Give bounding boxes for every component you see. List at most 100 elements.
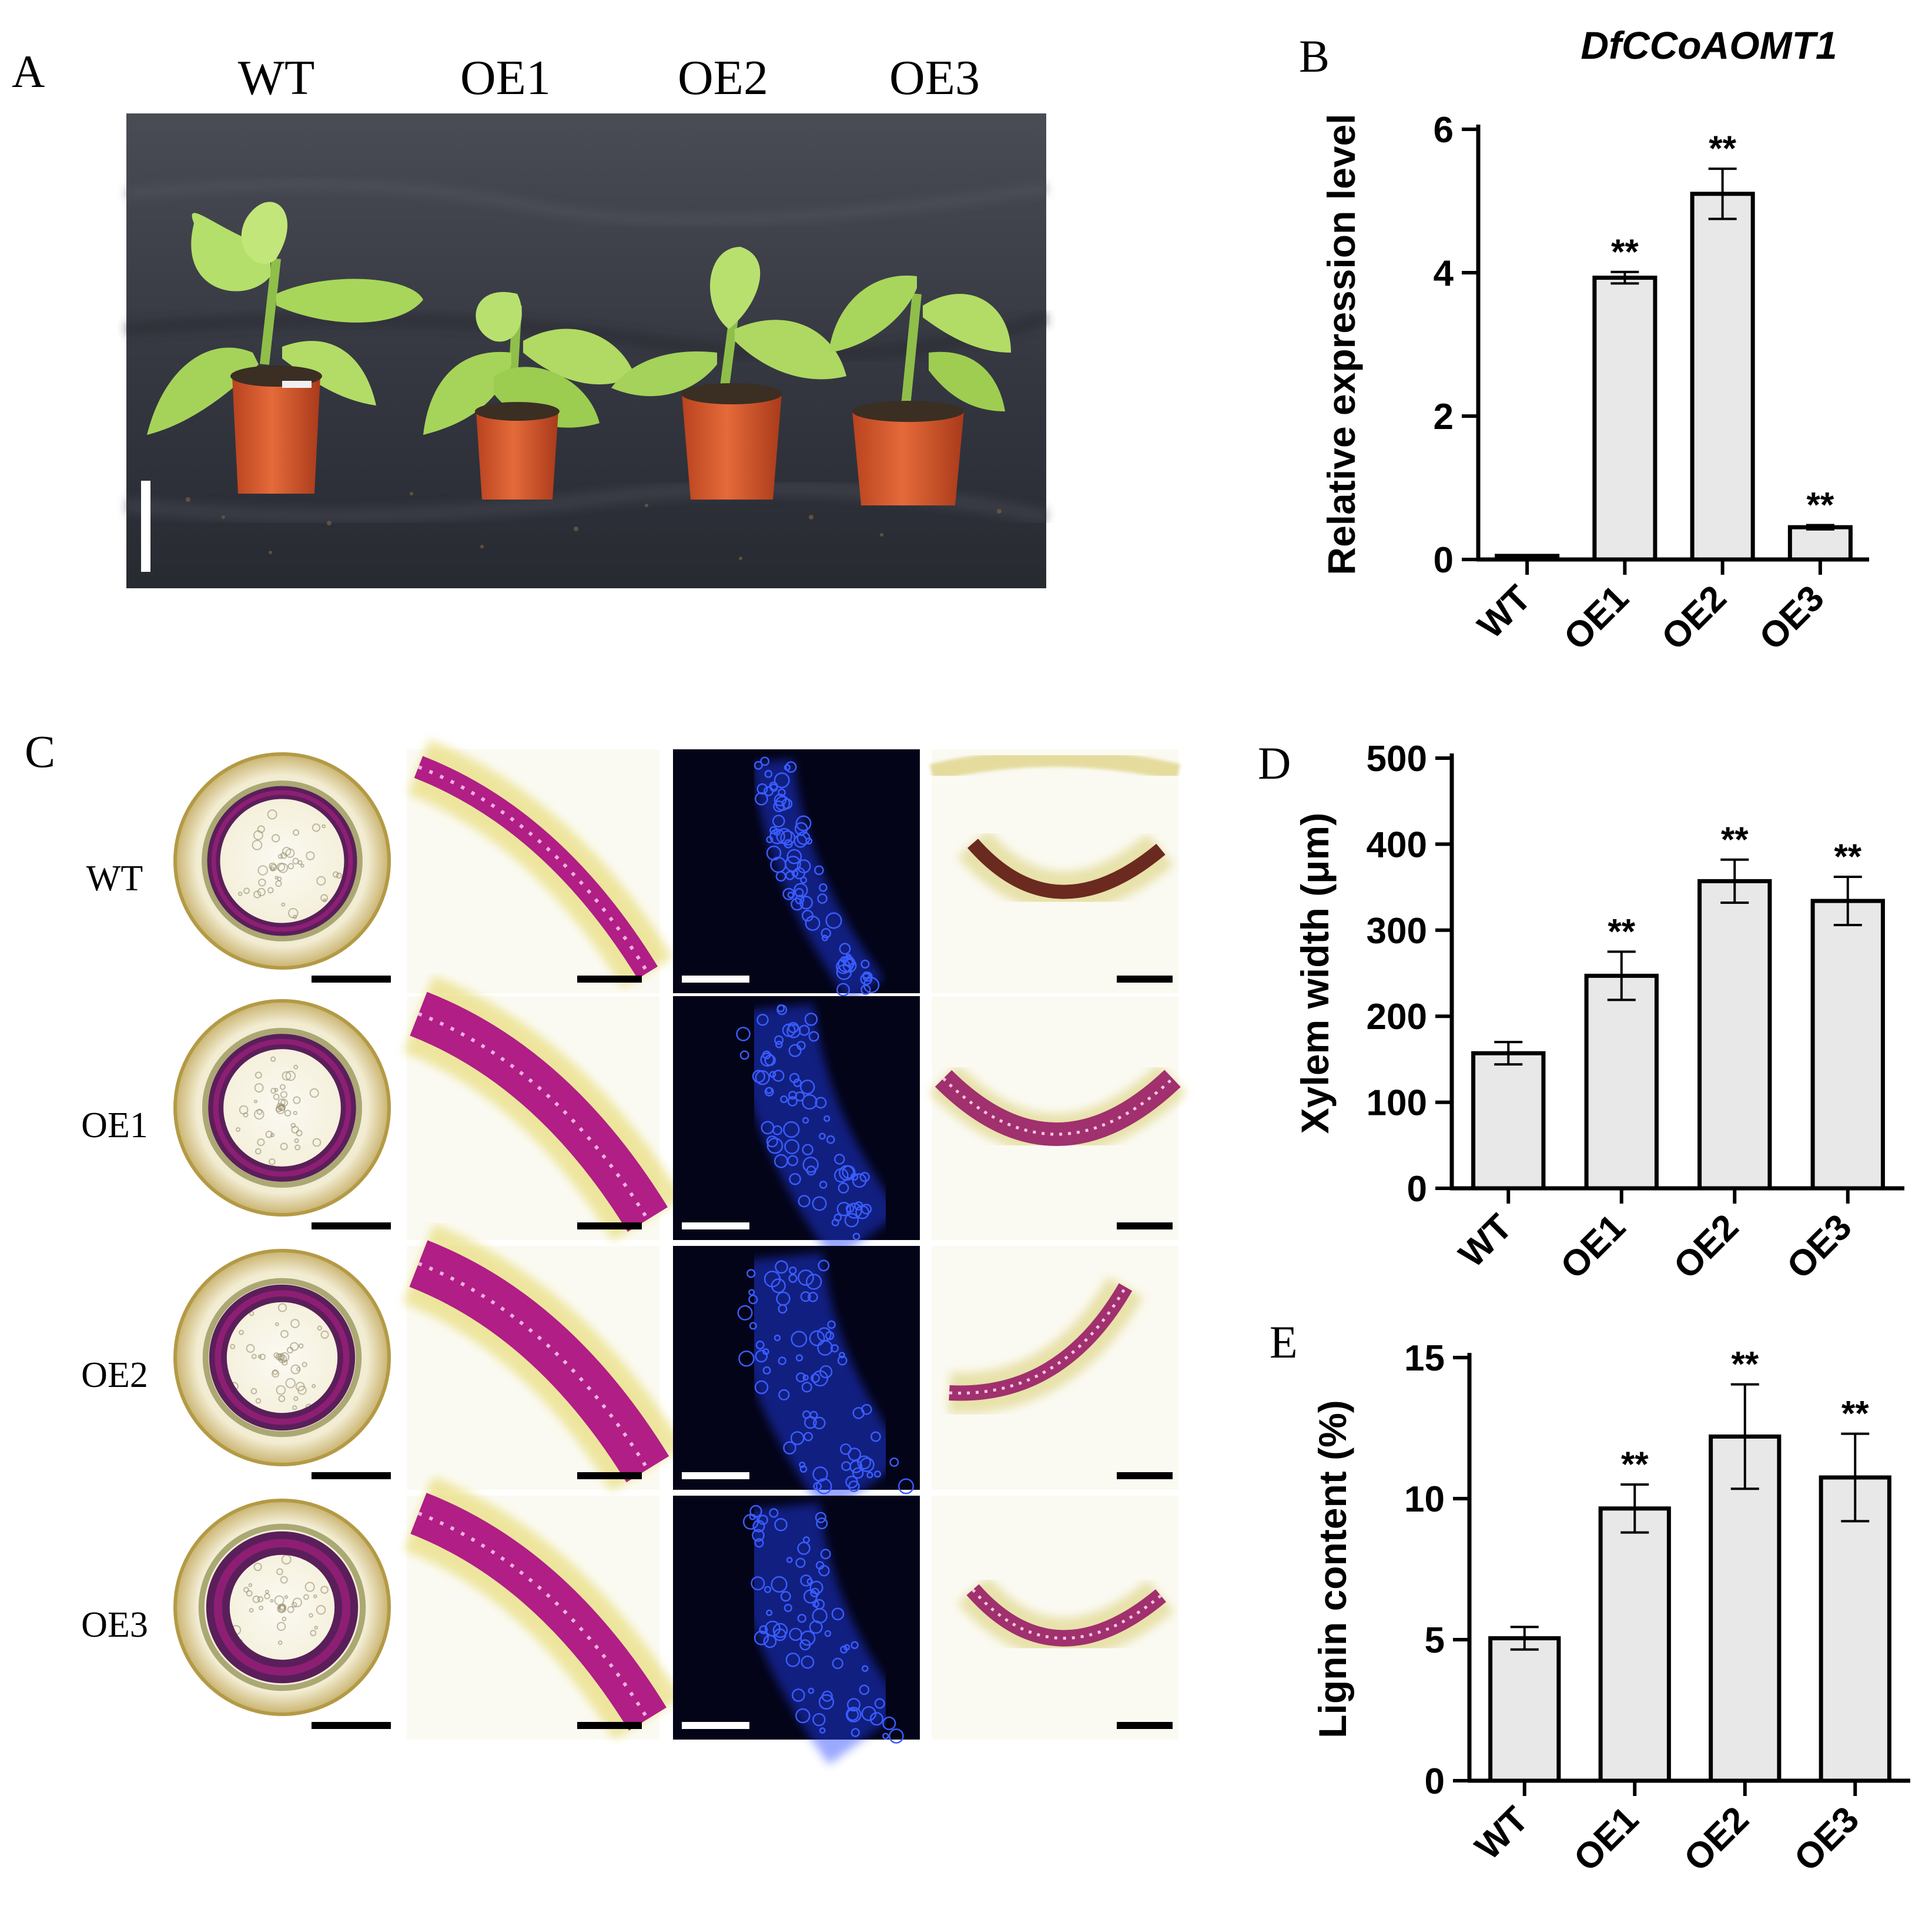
chart-b-bar-oe3 xyxy=(1787,525,1853,562)
xylem-zoom-oe2 xyxy=(402,1224,684,1492)
chart-d-significance-oe2: ** xyxy=(1721,820,1749,859)
scale-bar xyxy=(577,1472,642,1479)
chart-d-significance-oe1: ** xyxy=(1608,912,1635,951)
chart-e-significance-oe2: ** xyxy=(1731,1345,1759,1384)
chart-e-significance-oe1: ** xyxy=(1621,1445,1649,1484)
chart-b-x-tick-label-oe3: OE3 xyxy=(1752,578,1832,658)
chart-b-error-bar-oe2 xyxy=(1708,167,1737,220)
scale-bar xyxy=(682,1472,749,1479)
panel-a-label-oe2: OE2 xyxy=(678,51,768,105)
chart-d-y-tick-label: 500 xyxy=(1367,739,1427,779)
chart-d-error-bar-wt xyxy=(1494,1041,1523,1066)
panel-letter-b: B xyxy=(1299,31,1330,82)
chart-b-significance-oe3: ** xyxy=(1807,485,1834,524)
row-label-oe3: OE3 xyxy=(81,1605,148,1645)
chart-b-error-bar-wt xyxy=(1513,554,1542,558)
chart-e-y-tick-label: 10 xyxy=(1404,1479,1445,1520)
chart-b-error-bar-oe3 xyxy=(1806,524,1834,531)
chart-e-y-axis-label: Lignin content (%) xyxy=(1311,1400,1354,1738)
chart-d-bar-oe3 xyxy=(1810,899,1885,1191)
chart-b-y-tick-label: 4 xyxy=(1434,253,1454,294)
scale-bar xyxy=(312,1222,391,1229)
chart-b-significance-oe1: ** xyxy=(1611,232,1639,272)
panel-c: WT OE1 OE2 OE3 xyxy=(81,739,1187,1765)
chart-b-y-tick-label: 2 xyxy=(1434,397,1454,437)
chart-b-significance-oe2: ** xyxy=(1709,129,1736,168)
chart-d-significance-oe3: ** xyxy=(1834,837,1861,876)
chart-d-error-bar-oe3 xyxy=(1833,876,1862,927)
chart-d-x-tick-label-oe1: OE1 xyxy=(1553,1207,1633,1287)
scale-bar xyxy=(577,1222,642,1229)
chart-e-y-tick-label: 0 xyxy=(1425,1761,1445,1802)
scale-bar xyxy=(682,1222,749,1229)
chart-e-y-tick-label: 5 xyxy=(1425,1620,1445,1661)
fluorescence-oe1 xyxy=(673,996,920,1262)
scale-bar xyxy=(141,481,150,572)
chart-e-error-bar-wt xyxy=(1510,1626,1539,1651)
scale-bar xyxy=(1117,1222,1173,1229)
plant-oe2 xyxy=(611,247,846,500)
cross-section-oe3 xyxy=(173,1499,391,1716)
chart-e-error-bar-oe3 xyxy=(1841,1432,1870,1523)
chart-e-significance-oe3: ** xyxy=(1841,1394,1869,1433)
fluorescence-oe3 xyxy=(673,1496,920,1765)
plant-oe3 xyxy=(829,275,1011,505)
chart-d-y-tick-label: 100 xyxy=(1367,1083,1427,1124)
row-label-oe2: OE2 xyxy=(81,1355,148,1395)
xylem-zoom-oe3 xyxy=(403,1476,682,1740)
chart-e-bar-oe1 xyxy=(1598,1506,1671,1783)
fluorescence-wt xyxy=(673,749,920,1003)
chart-b-bar-oe1 xyxy=(1592,276,1658,562)
chart-b-title: DfCCoAOMT1 xyxy=(1581,24,1837,67)
scale-bar xyxy=(312,1472,391,1479)
chart-d-x-tick-label-oe2: OE2 xyxy=(1666,1207,1747,1287)
chart-e-y-tick-label: 15 xyxy=(1404,1338,1445,1379)
chart-b-x-tick-label-oe2: OE2 xyxy=(1654,578,1735,658)
chart-d-y-axis-label: Xylem width (μm) xyxy=(1293,813,1337,1134)
chart-b-x-tick-label-wt: WT xyxy=(1470,578,1539,646)
panel-letter-a: A xyxy=(12,46,45,97)
chart-b: DfCCoAOMT1 Relative expression level 0 2 4 6 W… xyxy=(1320,24,1869,658)
chart-e-error-bar-oe1 xyxy=(1620,1483,1649,1534)
chart-e-bar-wt xyxy=(1488,1636,1561,1783)
scale-bar xyxy=(312,1722,391,1729)
chart-d-error-bar-oe2 xyxy=(1720,858,1749,904)
arc-section-oe3 xyxy=(932,1496,1178,1740)
chart-d-x-tick-label-oe3: OE3 xyxy=(1779,1207,1860,1287)
chart-e: Lignin content (%) 0 5 10 15 WT OE1 ** OE2 ** OE3 *… xyxy=(1311,1338,1910,1879)
chart-d-x-tick-label-wt: WT xyxy=(1451,1207,1520,1275)
arc-section-wt xyxy=(929,749,1181,993)
chart-e-x-tick-label-oe3: OE3 xyxy=(1787,1799,1867,1879)
scale-bar xyxy=(1117,1722,1173,1729)
xylem-zoom-wt xyxy=(407,739,673,993)
scale-bar xyxy=(577,1722,642,1729)
fluorescence-oe2 xyxy=(673,1246,920,1517)
scale-bar xyxy=(1117,1472,1173,1479)
scale-bar xyxy=(312,976,391,983)
panel-a-label-oe3: OE3 xyxy=(889,51,980,105)
plant-oe1 xyxy=(423,291,635,500)
chart-e-x-tick-label-oe1: OE1 xyxy=(1566,1799,1647,1879)
chart-d-error-bar-oe1 xyxy=(1607,950,1636,1001)
chart-b-y-tick-label: 6 xyxy=(1434,110,1454,150)
chart-d-bar-oe1 xyxy=(1584,973,1659,1191)
chart-e-x-tick-label-wt: WT xyxy=(1468,1799,1536,1868)
cross-section-oe2 xyxy=(173,1249,391,1466)
xylem-zoom-oe1 xyxy=(403,975,683,1241)
panel-letter-c: C xyxy=(25,726,55,777)
chart-d-y-tick-label: 400 xyxy=(1367,825,1427,865)
plant-photo xyxy=(125,113,1049,588)
cross-section-wt xyxy=(173,752,391,970)
chart-d-y-tick-label: 200 xyxy=(1367,997,1427,1037)
scale-bar xyxy=(682,976,749,983)
row-label-oe1: OE1 xyxy=(81,1105,148,1145)
panel-a-label-oe1: OE1 xyxy=(460,51,551,105)
chart-e-error-bar-oe2 xyxy=(1730,1383,1759,1490)
chart-b-y-tick-label: 0 xyxy=(1434,540,1454,581)
chart-d-bar-wt xyxy=(1471,1051,1546,1191)
cross-section-oe1 xyxy=(173,999,391,1217)
row-label-wt: WT xyxy=(86,859,143,899)
scale-bar xyxy=(682,1722,749,1729)
